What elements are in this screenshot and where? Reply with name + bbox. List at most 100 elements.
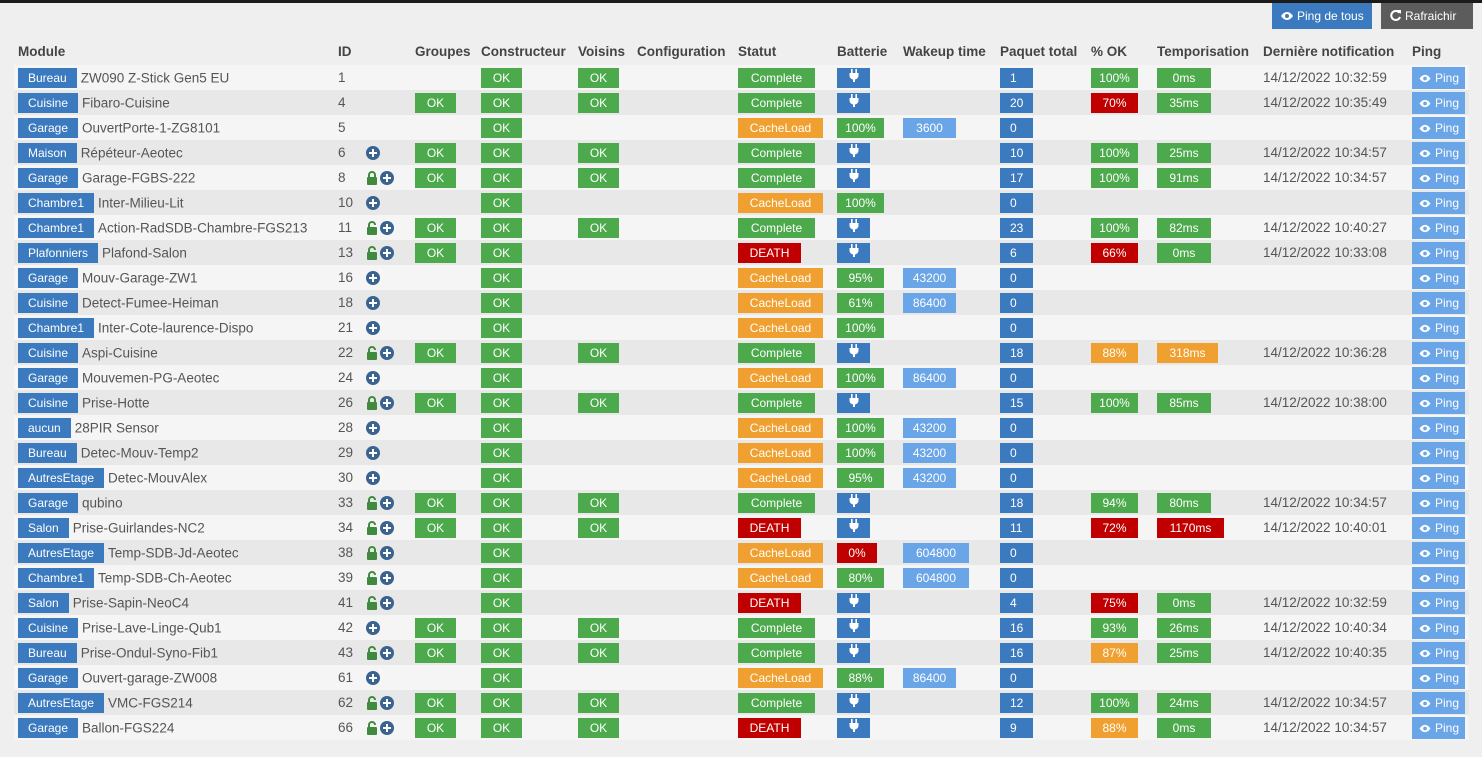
- module-name[interactable]: Detect-Fumee-Heiman: [82, 295, 219, 310]
- plus-circle-icon[interactable]: [380, 246, 394, 261]
- plus-circle-icon[interactable]: [380, 596, 394, 611]
- room-badge[interactable]: Cuisine: [18, 392, 79, 413]
- room-badge[interactable]: Garage: [18, 717, 79, 738]
- ping-button[interactable]: Ping: [1412, 241, 1465, 264]
- plus-circle-icon[interactable]: [366, 471, 380, 486]
- room-badge[interactable]: Maison: [18, 142, 77, 163]
- room-badge[interactable]: Garage: [18, 667, 79, 688]
- room-badge[interactable]: Cuisine: [18, 92, 79, 113]
- plus-circle-icon[interactable]: [366, 621, 380, 636]
- plus-circle-icon[interactable]: [366, 321, 380, 336]
- ping-button[interactable]: Ping: [1412, 666, 1465, 689]
- plus-circle-icon[interactable]: [380, 496, 394, 511]
- plus-circle-icon[interactable]: [366, 671, 380, 686]
- room-badge[interactable]: Garage: [18, 492, 79, 513]
- ping-button[interactable]: Ping: [1412, 416, 1465, 439]
- ping-button[interactable]: Ping: [1412, 616, 1465, 639]
- module-name[interactable]: OuvertPorte-1-ZG8101: [82, 120, 221, 135]
- plus-circle-icon[interactable]: [380, 646, 394, 661]
- plus-circle-icon[interactable]: [380, 171, 394, 186]
- room-badge[interactable]: Garage: [18, 167, 79, 188]
- col-batterie[interactable]: Batterie: [833, 37, 899, 65]
- col-pct-ok[interactable]: % OK: [1087, 37, 1153, 65]
- ping-button[interactable]: Ping: [1412, 66, 1465, 89]
- room-badge[interactable]: Chambre1: [18, 192, 95, 213]
- module-name[interactable]: Prise-Hotte: [82, 395, 150, 410]
- ping-button[interactable]: Ping: [1412, 541, 1465, 564]
- ping-button[interactable]: Ping: [1412, 391, 1465, 414]
- room-badge[interactable]: Plafonniers: [18, 242, 99, 263]
- room-badge[interactable]: Salon: [18, 592, 69, 613]
- refresh-button[interactable]: Rafraichir: [1381, 3, 1473, 29]
- ping-button[interactable]: Ping: [1412, 716, 1465, 739]
- plus-circle-icon[interactable]: [366, 446, 380, 461]
- col-constructeur[interactable]: Constructeur: [477, 37, 574, 65]
- room-badge[interactable]: Cuisine: [18, 342, 79, 363]
- module-name[interactable]: Prise-Sapin-NeoC4: [72, 595, 190, 610]
- ping-button[interactable]: Ping: [1412, 216, 1465, 239]
- plus-circle-icon[interactable]: [380, 571, 394, 586]
- plus-circle-icon[interactable]: [366, 371, 380, 386]
- module-name[interactable]: Ballon-FGS224: [82, 720, 175, 735]
- ping-button[interactable]: Ping: [1412, 116, 1465, 139]
- module-name[interactable]: Mouv-Garage-ZW1: [82, 270, 198, 285]
- ping-button[interactable]: Ping: [1412, 516, 1465, 539]
- ping-button[interactable]: Ping: [1412, 166, 1465, 189]
- module-name[interactable]: Detec-MouvAlex: [108, 470, 208, 485]
- ping-button[interactable]: Ping: [1412, 466, 1465, 489]
- module-name[interactable]: Ouvert-garage-ZW008: [82, 670, 218, 685]
- room-badge[interactable]: AutresEtage: [18, 542, 105, 563]
- module-name[interactable]: Mouvemen-PG-Aeotec: [82, 370, 220, 385]
- ping-button[interactable]: Ping: [1412, 566, 1465, 589]
- ping-button[interactable]: Ping: [1412, 691, 1465, 714]
- module-name[interactable]: Action-RadSDB-Chambre-FGS213: [98, 220, 308, 235]
- ping-button[interactable]: Ping: [1412, 491, 1465, 514]
- ping-all-button[interactable]: Ping de tous: [1272, 3, 1372, 29]
- room-badge[interactable]: Cuisine: [18, 617, 79, 638]
- ping-button[interactable]: Ping: [1412, 91, 1465, 114]
- room-badge[interactable]: Salon: [18, 517, 69, 538]
- ping-button[interactable]: Ping: [1412, 441, 1465, 464]
- ping-button[interactable]: Ping: [1412, 591, 1465, 614]
- module-name[interactable]: Aspi-Cuisine: [82, 345, 158, 360]
- plus-circle-icon[interactable]: [366, 271, 380, 286]
- col-ping[interactable]: Ping: [1408, 37, 1469, 65]
- col-groupes[interactable]: Groupes: [411, 37, 477, 65]
- ping-button[interactable]: Ping: [1412, 266, 1465, 289]
- module-name[interactable]: VMC-FGS214: [108, 695, 193, 710]
- module-name[interactable]: Prise-Ondul-Syno-Fib1: [80, 645, 219, 660]
- room-badge[interactable]: Bureau: [18, 642, 77, 663]
- room-badge[interactable]: AutresEtage: [18, 692, 105, 713]
- col-id[interactable]: ID: [334, 37, 411, 65]
- plus-circle-icon[interactable]: [380, 221, 394, 236]
- col-temporisation[interactable]: Temporisation: [1153, 37, 1259, 65]
- plus-circle-icon[interactable]: [380, 546, 394, 561]
- room-badge[interactable]: Bureau: [18, 442, 77, 463]
- ping-button[interactable]: Ping: [1412, 341, 1465, 364]
- module-name[interactable]: Plafond-Salon: [102, 245, 187, 260]
- room-badge[interactable]: Chambre1: [18, 317, 95, 338]
- room-badge[interactable]: Garage: [18, 367, 79, 388]
- room-badge[interactable]: AutresEtage: [18, 467, 105, 488]
- plus-circle-icon[interactable]: [380, 521, 394, 536]
- module-name[interactable]: Detec-Mouv-Temp2: [80, 445, 199, 460]
- room-badge[interactable]: aucun: [18, 417, 71, 438]
- module-name[interactable]: qubino: [82, 495, 123, 510]
- plus-circle-icon[interactable]: [380, 696, 394, 711]
- plus-circle-icon[interactable]: [366, 196, 380, 211]
- room-badge[interactable]: Chambre1: [18, 217, 95, 238]
- col-paquet[interactable]: Paquet total: [996, 37, 1087, 65]
- room-badge[interactable]: Cuisine: [18, 292, 79, 313]
- ping-button[interactable]: Ping: [1412, 291, 1465, 314]
- col-voisins[interactable]: Voisins: [574, 37, 633, 65]
- room-badge[interactable]: Garage: [18, 267, 79, 288]
- ping-button[interactable]: Ping: [1412, 316, 1465, 339]
- module-name[interactable]: Temp-SDB-Ch-Aeotec: [98, 570, 232, 585]
- plus-circle-icon[interactable]: [380, 396, 394, 411]
- plus-circle-icon[interactable]: [366, 421, 380, 436]
- module-name[interactable]: 28PIR Sensor: [74, 420, 159, 435]
- module-name[interactable]: ZW090 Z-Stick Gen5 EU: [80, 70, 230, 85]
- col-configuration[interactable]: Configuration: [633, 37, 734, 65]
- plus-circle-icon[interactable]: [380, 346, 394, 361]
- plus-circle-icon[interactable]: [366, 296, 380, 311]
